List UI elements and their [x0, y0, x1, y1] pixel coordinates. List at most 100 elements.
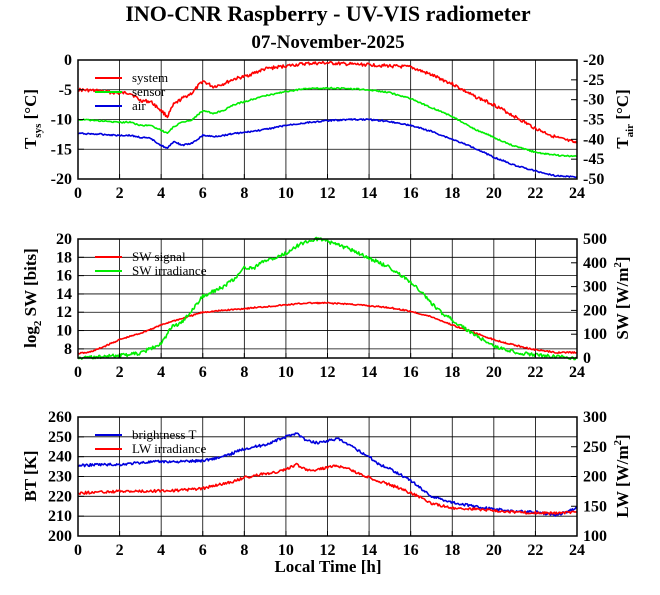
right-tick-label: 250 — [583, 439, 607, 456]
longwave-legend: brightness TLW irradiance — [95, 427, 206, 456]
temperature-panel: 0 2 4 6 8 10 12 14 16 18 20 22 24-20-15-10-50-50-45-… — [21, 52, 636, 202]
legend-label: system — [132, 70, 168, 85]
x-tick-label: 24 — [569, 542, 585, 559]
x-tick-label: 10 — [278, 542, 294, 559]
x-tick-label: 20 — [486, 364, 502, 381]
x-tick-label: 22 — [527, 364, 543, 381]
x-tick-label: 8 — [240, 364, 248, 381]
left-tick-label: 250 — [48, 429, 72, 446]
x-tick-label: 4 — [157, 185, 165, 202]
x-tick-label: 2 — [116, 185, 124, 202]
legend-label: brightness T — [132, 427, 196, 442]
shortwave-series — [77, 236, 578, 361]
right-tick-label: 100 — [583, 326, 607, 343]
right-tick-label: -25 — [583, 72, 604, 89]
tair-axis-label: Tair [°C] — [613, 89, 636, 148]
sw-irradiance-axis-label: SW [W/m2] — [612, 256, 632, 339]
x-tick-label: 18 — [444, 364, 460, 381]
legend-label: LW irradiance — [132, 441, 206, 456]
x-tick-label: 14 — [361, 542, 377, 559]
left-tick-label: 10 — [56, 323, 72, 340]
shortwave-panel: 0 2 4 6 8 10 12 14 16 18 20 22 248101214161820010020… — [21, 231, 632, 381]
right-tick-label: 100 — [583, 528, 607, 545]
right-tick-label: -45 — [583, 151, 604, 168]
temperature-series — [77, 60, 578, 179]
legend-label: SW signal — [132, 249, 186, 264]
x-tick-label: 8 — [240, 542, 248, 559]
left-tick-label: 230 — [48, 469, 72, 486]
x-tick-label: 16 — [403, 185, 419, 202]
left-tick-label: 16 — [56, 268, 72, 285]
series-line-system — [77, 60, 578, 144]
legend-label: sensor — [132, 84, 166, 99]
right-tick-label: -30 — [583, 92, 604, 109]
right-tick-label: 300 — [583, 279, 607, 296]
left-tick-label: 0 — [64, 52, 72, 69]
x-axis-label: Local Time [h] — [274, 557, 381, 576]
left-tick-label: -20 — [51, 171, 72, 188]
x-tick-label: 2 — [116, 542, 124, 559]
right-tick-label: 200 — [583, 302, 607, 319]
left-tick-label: 220 — [48, 488, 72, 505]
log2-sw-axis-label: log2 SW [bits] — [21, 248, 44, 348]
temperature-grid — [78, 60, 577, 179]
x-tick-label: 22 — [527, 542, 543, 559]
left-tick-label: 14 — [56, 286, 72, 303]
right-tick-label: -35 — [583, 112, 604, 129]
x-tick-label: 16 — [403, 364, 419, 381]
shortwave-grid — [78, 239, 577, 358]
right-tick-label: 400 — [583, 255, 607, 272]
left-tick-label: 8 — [64, 341, 72, 358]
x-tick-label: 20 — [486, 542, 502, 559]
left-tick-label: 260 — [48, 409, 72, 426]
x-tick-label: 2 — [116, 364, 124, 381]
x-tick-label: 4 — [157, 542, 165, 559]
left-tick-label: 12 — [56, 304, 72, 321]
x-tick-label: 6 — [199, 364, 207, 381]
right-tick-label: 300 — [583, 409, 607, 426]
x-tick-label: 0 — [74, 364, 82, 381]
x-tick-label: 14 — [361, 185, 377, 202]
series-line-sw-signal — [77, 301, 578, 355]
right-tick-label: 0 — [583, 350, 591, 367]
figure-title: INO-CNR Raspberry - UV-VIS radiometer — [125, 1, 531, 26]
lw-irradiance-axis-label: LW [W/m2] — [612, 434, 632, 517]
x-tick-label: 0 — [74, 185, 82, 202]
longwave-panel: 0 2 4 6 8 10 12 14 16 18 20 22 242002102202302402502… — [21, 409, 632, 559]
series-line-brightness-t — [77, 432, 578, 517]
x-tick-label: 18 — [444, 542, 460, 559]
legend-label: air — [132, 98, 146, 113]
left-tick-label: -15 — [51, 141, 72, 158]
left-tick-label: -5 — [59, 82, 72, 99]
series-line-lw-irradiance — [77, 462, 578, 516]
left-tick-label: 20 — [56, 231, 72, 248]
series-line-sensor — [77, 86, 578, 158]
series-line-air — [77, 118, 578, 179]
temperature-ticks: 0 2 4 6 8 10 12 14 16 18 20 22 24-20-15-10-50-50-45-… — [51, 52, 605, 202]
legend-label: SW irradiance — [132, 263, 207, 278]
x-tick-label: 4 — [157, 364, 165, 381]
longwave-ticks: 0 2 4 6 8 10 12 14 16 18 20 22 242002102202302402502… — [48, 409, 607, 559]
left-tick-label: 210 — [48, 508, 72, 525]
x-tick-label: 12 — [320, 185, 336, 202]
x-tick-label: 16 — [403, 542, 419, 559]
left-tick-label: 200 — [48, 528, 72, 545]
x-tick-label: 6 — [199, 185, 207, 202]
x-tick-label: 14 — [361, 364, 377, 381]
x-tick-label: 12 — [320, 364, 336, 381]
right-tick-label: -50 — [583, 171, 604, 188]
bt-axis-label: BT [K] — [21, 450, 40, 501]
x-tick-label: 8 — [240, 185, 248, 202]
right-tick-label: 500 — [583, 231, 607, 248]
longwave-series — [77, 432, 578, 517]
x-tick-label: 10 — [278, 185, 294, 202]
left-tick-label: -10 — [51, 112, 72, 129]
x-tick-label: 22 — [527, 185, 543, 202]
left-tick-label: 18 — [56, 249, 72, 266]
x-tick-label: 24 — [569, 364, 585, 381]
x-tick-label: 20 — [486, 185, 502, 202]
right-tick-label: 200 — [583, 469, 607, 486]
